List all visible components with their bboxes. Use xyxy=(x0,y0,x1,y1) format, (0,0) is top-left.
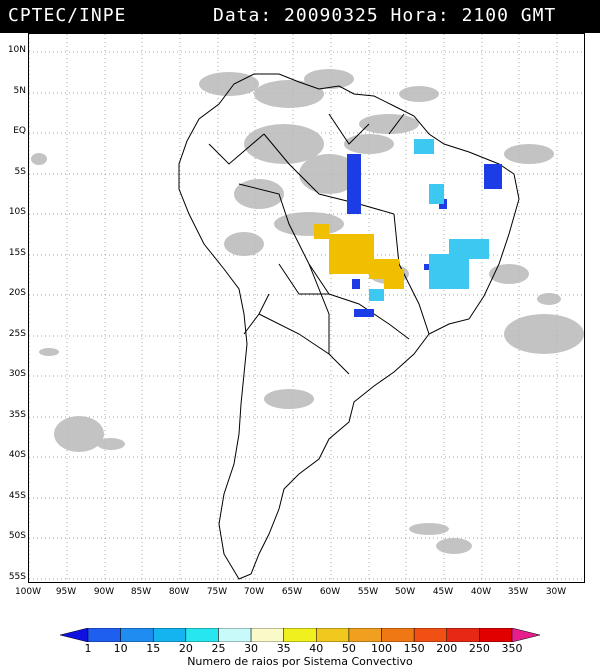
colorbar-swatch xyxy=(60,628,89,642)
lightning-clusters xyxy=(314,139,502,317)
colorbar-swatch xyxy=(348,628,382,642)
lon-label: 90W xyxy=(93,587,115,597)
colorbar-swatch xyxy=(120,628,154,642)
lon-label: 60W xyxy=(319,587,341,597)
lon-label: 55W xyxy=(357,587,379,597)
colorbar-swatch xyxy=(87,628,121,642)
lon-label: 75W xyxy=(206,587,228,597)
colorbar-tick-label: 40 xyxy=(309,642,324,655)
colorbar-tick-label: 250 xyxy=(468,642,490,655)
colorbar-swatch xyxy=(511,628,540,642)
colorbar-swatch xyxy=(185,628,219,642)
colorbar-swatch xyxy=(479,628,513,642)
lon-label: 70W xyxy=(243,587,265,597)
colorbar-swatch xyxy=(381,628,415,642)
lat-label: 10S xyxy=(8,207,26,217)
graticule xyxy=(28,34,584,582)
lat-label: EQ xyxy=(13,126,26,136)
lat-label: 5S xyxy=(14,167,26,177)
colorbar-tick-label: 35 xyxy=(276,642,291,655)
lon-label: 85W xyxy=(130,587,152,597)
lat-label: 50S xyxy=(8,531,26,541)
lat-label: 5N xyxy=(13,86,26,96)
colorbar xyxy=(60,628,540,642)
lon-label: 50W xyxy=(394,587,416,597)
lon-label: 45W xyxy=(432,587,454,597)
lat-label: 35S xyxy=(8,410,26,420)
map-frame xyxy=(28,33,585,583)
colorbar-tick-label: 150 xyxy=(403,642,425,655)
lat-label: 15S xyxy=(8,248,26,258)
lon-label: 80W xyxy=(168,587,190,597)
lon-label: 65W xyxy=(281,587,303,597)
lat-label: 40S xyxy=(8,450,26,460)
legend-caption: Numero de raios por Sistema Convectivo xyxy=(187,655,413,668)
lon-label: 40W xyxy=(470,587,492,597)
colorbar-swatch xyxy=(316,628,350,642)
lat-label: 30S xyxy=(8,369,26,379)
colorbar-tick-label: 350 xyxy=(501,642,523,655)
colorbar-tick-label: 20 xyxy=(178,642,193,655)
lat-label: 55S xyxy=(8,572,26,582)
map-header: CPTEC/INPE Data: 20090325 Hora: 2100 GMT xyxy=(0,0,600,33)
colorbar-tick-label: 30 xyxy=(244,642,259,655)
colorbar-tick-label: 25 xyxy=(211,642,226,655)
lon-label: 30W xyxy=(545,587,567,597)
cloud-cover xyxy=(31,69,584,554)
map-canvas xyxy=(28,34,584,582)
colorbar-tick-label: 200 xyxy=(436,642,458,655)
lon-label: 100W xyxy=(14,587,42,597)
datetime-label: Data: 20090325 Hora: 2100 GMT xyxy=(213,5,557,26)
lat-label: 25S xyxy=(8,329,26,339)
colorbar-tick-label: 10 xyxy=(113,642,128,655)
colorbar-swatch xyxy=(152,628,187,642)
coastline xyxy=(178,73,520,580)
lat-label: 10N xyxy=(7,45,26,55)
colorbar-swatch xyxy=(446,628,480,642)
lat-label: 45S xyxy=(8,491,26,501)
colorbar-swatch xyxy=(250,628,284,642)
lat-label: 20S xyxy=(8,288,26,298)
colorbar-swatch xyxy=(283,628,317,642)
lon-label: 35W xyxy=(507,587,529,597)
lon-label: 95W xyxy=(55,587,77,597)
colorbar-tick-label: 1 xyxy=(84,642,92,655)
colorbar-swatch xyxy=(218,628,252,642)
colorbar-tick-label: 50 xyxy=(341,642,356,655)
agency-label: CPTEC/INPE xyxy=(8,5,127,26)
colorbar-swatch xyxy=(413,628,448,642)
colorbar-tick-label: 15 xyxy=(146,642,161,655)
colorbar-tick-label: 100 xyxy=(371,642,393,655)
